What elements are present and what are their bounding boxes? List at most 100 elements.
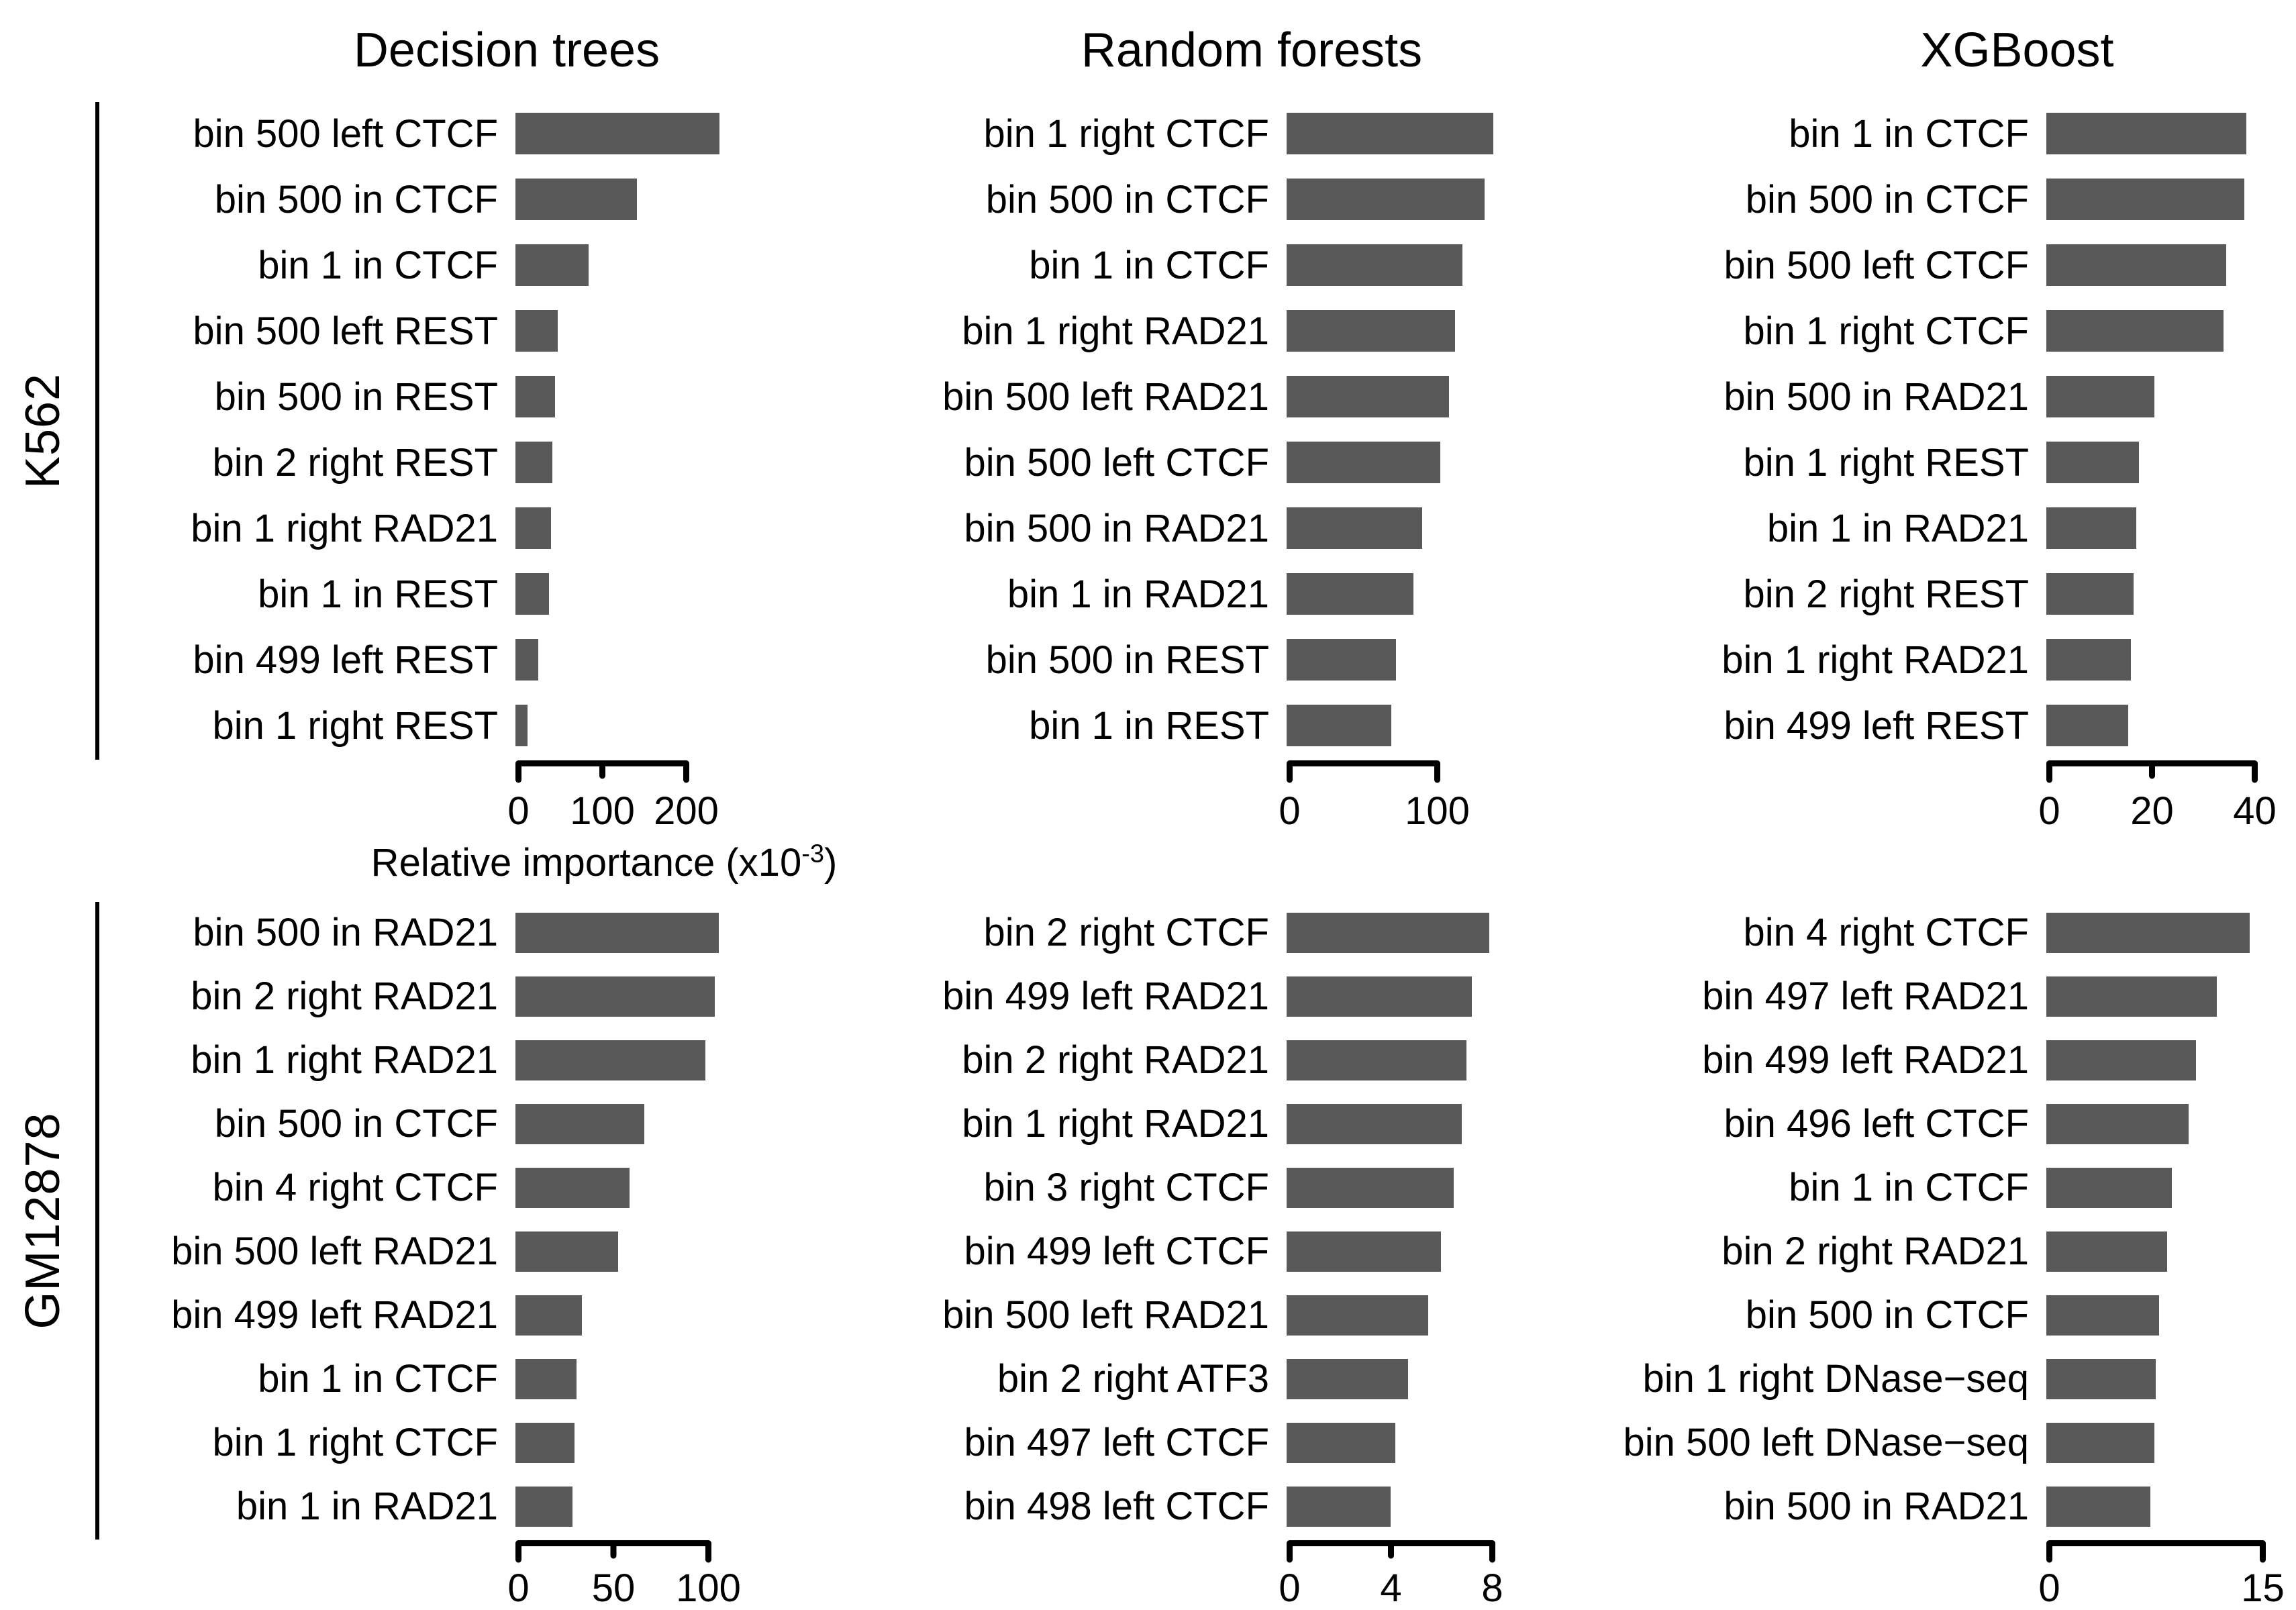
bar-cell bbox=[1287, 166, 1550, 232]
category-label: bin 1 right CTCF bbox=[983, 111, 1269, 156]
bar bbox=[2046, 376, 2154, 417]
bar-cell bbox=[515, 1474, 812, 1538]
bar-row: bin 1 in CTCF bbox=[1550, 101, 2296, 166]
x-tick-labels: 0 50 100 bbox=[507, 1569, 812, 1608]
bar bbox=[2046, 442, 2139, 483]
bar-row: bin 500 left DNase−seq bbox=[1550, 1411, 2296, 1474]
category-label: bin 1 right REST bbox=[1743, 440, 2029, 485]
bar-cell bbox=[1287, 1283, 1550, 1347]
row-group-label-gm12878: GM12878 bbox=[16, 1112, 70, 1329]
bar-cell bbox=[1287, 430, 1550, 495]
bar-rows: bin 4 right CTCF bin 497 left RAD21 bin 49… bbox=[1550, 901, 2296, 1538]
bar-cell bbox=[515, 1283, 812, 1347]
category-label: bin 1 in REST bbox=[258, 572, 498, 616]
bar-cell bbox=[2046, 901, 2296, 964]
row-group-gutter-gm12878: GM12878 bbox=[0, 893, 101, 1607]
bar-row: bin 1 right CTCF bbox=[812, 101, 1550, 166]
bar-cell bbox=[2046, 561, 2296, 627]
category-label: bin 496 left CTCF bbox=[1724, 1102, 2029, 1146]
category-label: bin 2 right RAD21 bbox=[191, 974, 498, 1018]
bar-row: bin 1 right CTCF bbox=[1550, 298, 2296, 364]
bar bbox=[515, 1103, 645, 1144]
column-title-decision-trees: Decision trees bbox=[353, 23, 660, 77]
x-tick-label: 0 bbox=[1279, 789, 1301, 833]
bar-row: bin 4 right CTCF bbox=[101, 1156, 812, 1219]
bar-cell bbox=[1287, 1474, 1550, 1538]
bar bbox=[2046, 1231, 2168, 1272]
bar bbox=[1287, 507, 1423, 549]
x-tick-label: 0 bbox=[507, 789, 530, 833]
bar bbox=[515, 1231, 618, 1272]
bar-row: bin 500 left RAD21 bbox=[812, 364, 1550, 430]
bar-cell bbox=[2046, 1347, 2296, 1411]
category-label: bin 2 right CTCF bbox=[983, 911, 1269, 954]
bar bbox=[2046, 507, 2136, 549]
category-label: bin 1 right CTCF bbox=[212, 1421, 498, 1464]
category-label: bin 4 right CTCF bbox=[1743, 911, 2029, 954]
bar bbox=[515, 705, 528, 746]
bar-rows: bin 1 right CTCF bin 500 in CTCF bin 1 in … bbox=[812, 101, 1550, 758]
bar-cell bbox=[2046, 1092, 2296, 1156]
category-label: bin 498 left CTCF bbox=[964, 1485, 1269, 1528]
bar-row: bin 497 left CTCF bbox=[812, 1411, 1550, 1474]
bar bbox=[2046, 1422, 2155, 1463]
bar bbox=[2046, 179, 2244, 220]
bar-row: bin 500 left CTCF bbox=[1550, 232, 2296, 298]
category-label: bin 500 left CTCF bbox=[193, 111, 498, 156]
bar bbox=[1287, 1295, 1429, 1336]
bar-row: bin 500 in RAD21 bbox=[101, 901, 812, 964]
bar-row: bin 500 in RAD21 bbox=[1550, 364, 2296, 430]
panel-gm12878-random-forests: bin 2 right CTCF bin 499 left RAD21 bin 2 … bbox=[812, 893, 1550, 1610]
bar-cell bbox=[515, 298, 812, 364]
bar-row: bin 1 in REST bbox=[812, 693, 1550, 758]
bar-row: bin 1 right RAD21 bbox=[101, 495, 812, 561]
x-tick-label: 0 bbox=[2038, 789, 2060, 833]
bar-cell bbox=[515, 627, 812, 693]
x-tick-label: 8 bbox=[1481, 1566, 1503, 1610]
axis-spacer bbox=[101, 758, 515, 832]
category-label: bin 1 in RAD21 bbox=[1007, 572, 1269, 616]
panel-gm12878-decision-trees: bin 500 in RAD21 bin 2 right RAD21 bin 1 r… bbox=[101, 893, 812, 1608]
bar-cell bbox=[1287, 1347, 1550, 1411]
bar bbox=[515, 1486, 572, 1527]
bar-cell bbox=[515, 1219, 812, 1283]
bar-row: bin 2 right REST bbox=[101, 430, 812, 495]
bar-row: bin 3 right CTCF bbox=[812, 1156, 1550, 1219]
row-group-k562: K562 Decision trees bin 500 left CTCF bin… bbox=[16, 23, 2296, 893]
x-axis-line bbox=[1287, 1540, 1495, 1563]
bar bbox=[515, 1167, 630, 1208]
bar-row: bin 499 left RAD21 bbox=[101, 1283, 812, 1347]
bar bbox=[2046, 1167, 2172, 1208]
category-label: bin 1 in CTCF bbox=[258, 243, 498, 287]
bar bbox=[2046, 1040, 2196, 1080]
bar bbox=[2046, 113, 2247, 154]
bar-row: bin 1 in CTCF bbox=[101, 232, 812, 298]
axis-spacer bbox=[812, 758, 1287, 832]
bar bbox=[515, 1422, 575, 1463]
category-label: bin 500 in RAD21 bbox=[193, 911, 498, 954]
bar-row: bin 500 in REST bbox=[101, 364, 812, 430]
bar-row: bin 500 left REST bbox=[101, 298, 812, 364]
category-label: bin 500 left CTCF bbox=[964, 440, 1269, 485]
bar-cell bbox=[1287, 298, 1550, 364]
bar-cell bbox=[2046, 1411, 2296, 1474]
category-label: bin 500 in CTCF bbox=[1745, 177, 2029, 221]
bar-cell bbox=[1287, 495, 1550, 561]
x-tick-label: 100 bbox=[570, 789, 635, 833]
x-axis-title-row: Relative importance (x10-3) bbox=[101, 832, 838, 893]
bar-row: bin 500 in REST bbox=[812, 627, 1550, 693]
bar bbox=[1287, 113, 1493, 154]
bar bbox=[2046, 1295, 2159, 1336]
category-label: bin 500 in CTCF bbox=[214, 177, 498, 221]
category-label: bin 4 right CTCF bbox=[212, 1166, 498, 1209]
bar-cell bbox=[1287, 1219, 1550, 1283]
bar-cell bbox=[1287, 1028, 1550, 1092]
panel-gm12878-xgboost: bin 4 right CTCF bin 497 left RAD21 bin 49… bbox=[1550, 893, 2296, 1608]
category-label: bin 499 left RAD21 bbox=[942, 974, 1269, 1018]
bar-rows: bin 1 in CTCF bin 500 in CTCF bin 500 left… bbox=[1550, 101, 2296, 758]
bar-cell bbox=[515, 1028, 812, 1092]
bar bbox=[515, 376, 555, 417]
bar bbox=[2046, 976, 2217, 1017]
bar-row: bin 2 right RAD21 bbox=[812, 1028, 1550, 1092]
